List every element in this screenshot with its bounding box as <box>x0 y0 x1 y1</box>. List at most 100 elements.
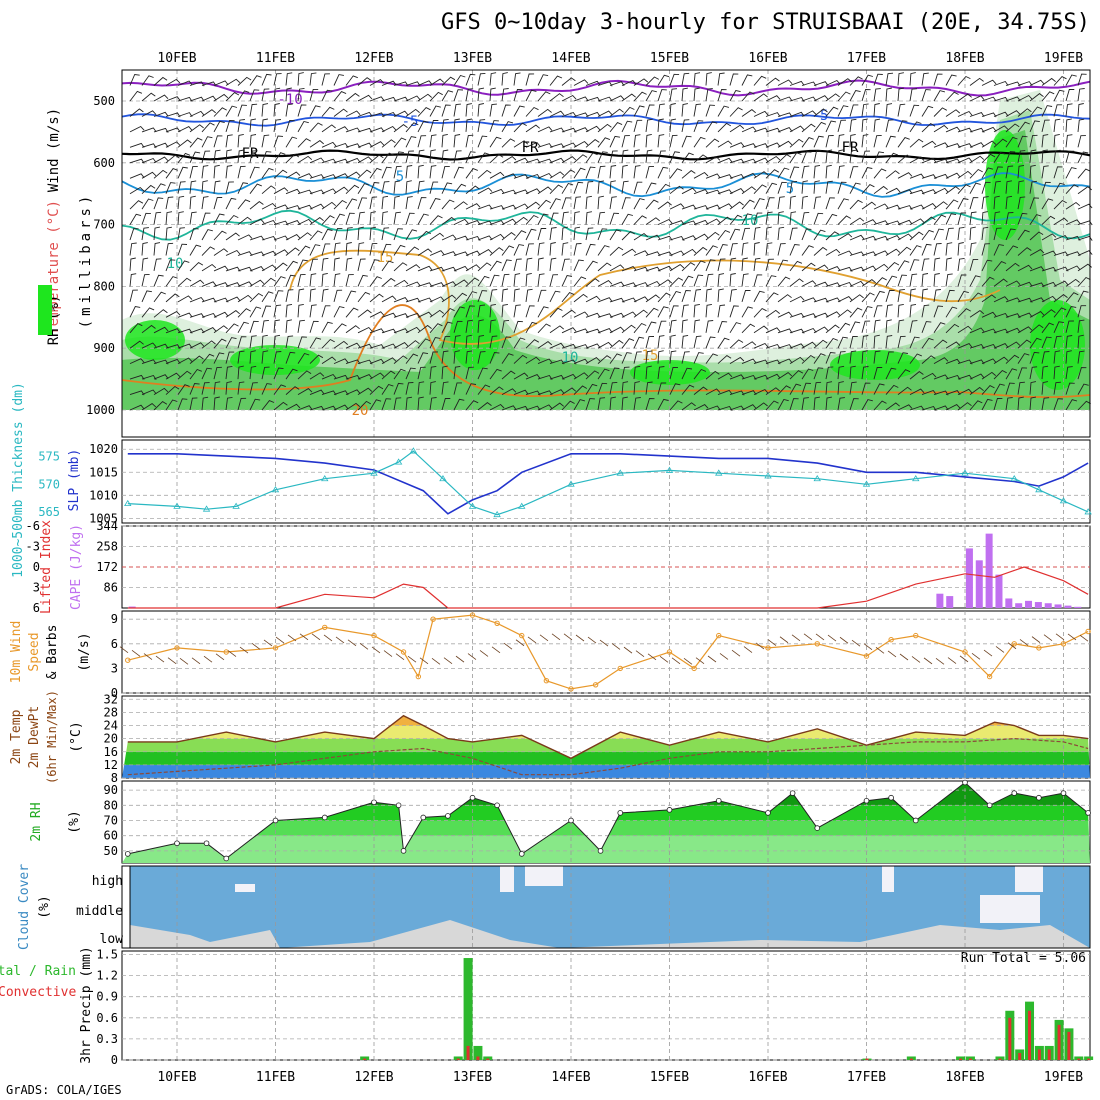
wind-barb <box>825 248 841 256</box>
wind-barb <box>249 75 262 86</box>
precip-total-bar <box>956 1056 966 1060</box>
wind-barb <box>813 367 824 380</box>
wind-barb <box>153 197 164 210</box>
wind-speed-marker <box>617 665 623 672</box>
precip-total-bar <box>473 1045 483 1060</box>
wind-barb <box>141 110 157 117</box>
date-label-top: 13FEB <box>453 51 492 66</box>
wind-barb <box>873 290 885 303</box>
wind-barb <box>825 366 834 380</box>
wind-barb <box>489 260 502 272</box>
wind-barb <box>969 112 985 118</box>
wind-barb <box>165 78 181 86</box>
wind-barb <box>609 108 624 117</box>
wind-barb <box>513 320 523 333</box>
wind-barb <box>933 173 949 179</box>
wind-barb <box>285 220 301 226</box>
wind-barb <box>981 398 993 411</box>
wind-barb <box>921 72 929 86</box>
surface-wind-barb <box>323 634 333 642</box>
wind-barb <box>297 72 304 86</box>
wind-barb <box>873 400 887 411</box>
cloud-low-area <box>130 920 1090 948</box>
wind-barb <box>981 167 994 179</box>
wind-barb <box>249 279 265 287</box>
wind-barb <box>309 203 325 210</box>
wind-barb <box>309 372 325 380</box>
wind-barb <box>1041 134 1049 148</box>
wind-barb <box>237 165 246 179</box>
wind-barb <box>261 400 275 411</box>
surface-wind-barb <box>347 639 357 647</box>
wind-barb <box>1065 118 1072 132</box>
wind-barb <box>921 355 936 364</box>
wind-barb <box>225 296 241 303</box>
wind-barb <box>657 235 673 241</box>
wind-barb <box>873 383 885 395</box>
wind-barb <box>837 119 847 133</box>
wind-barb <box>825 297 841 303</box>
lifted-index-line <box>127 566 1089 609</box>
wind-barb <box>897 352 908 364</box>
surface-wind-barb <box>899 653 909 661</box>
wind-barb <box>489 386 504 395</box>
wind-barb <box>201 396 209 411</box>
wind-barb <box>1077 334 1084 349</box>
wind-barb <box>453 292 468 303</box>
contour-15 <box>289 249 1001 345</box>
wind-barb <box>585 295 601 303</box>
surface-wind-barb <box>515 639 525 647</box>
wind-barb <box>933 289 941 302</box>
precip-convective-bar <box>998 1058 1002 1060</box>
wind-barb <box>561 343 577 349</box>
wind-barb <box>789 166 800 179</box>
wind-barb <box>981 259 993 272</box>
wind-barb <box>873 250 889 256</box>
wind-barb <box>741 242 749 256</box>
wind-barb <box>513 72 521 86</box>
wind-barb <box>1017 81 1033 86</box>
wind-barb <box>669 168 683 179</box>
surface-wind-barb <box>563 633 573 641</box>
wind-barb <box>381 357 397 364</box>
wind-barb <box>393 244 406 256</box>
wind-barb <box>201 263 217 272</box>
wind-barb <box>921 105 934 117</box>
wind-barb <box>753 226 761 241</box>
wind-barb <box>213 120 225 133</box>
wind-barb <box>849 217 865 225</box>
thickness-marker <box>439 474 447 482</box>
wind-barb <box>429 296 445 303</box>
contour-label: 5 <box>786 181 794 197</box>
wind-barb <box>957 197 969 210</box>
wind-barb <box>189 368 202 380</box>
wind-barb <box>561 327 577 334</box>
wind-barb <box>189 244 202 256</box>
wind-barb <box>381 125 397 133</box>
wind-barb <box>597 355 612 364</box>
wind-barb <box>537 199 551 210</box>
wind-barb <box>405 353 419 364</box>
wind-speed-marker <box>125 657 131 663</box>
wind-barb <box>153 111 169 117</box>
wind-barb <box>177 260 190 272</box>
wind-barb <box>141 92 156 102</box>
wind-barb <box>801 110 817 117</box>
thickness-marker <box>321 474 329 482</box>
wind-barb <box>561 258 570 272</box>
surface-wind-barb <box>887 650 897 658</box>
surface-wind-barb <box>995 646 1005 653</box>
wind-barb <box>297 120 309 133</box>
wind-barb <box>789 125 805 133</box>
wind-barb <box>357 258 366 271</box>
wind-barb <box>885 335 893 349</box>
wind-barb <box>693 219 709 226</box>
wind-barb <box>309 258 318 272</box>
wind-barb <box>1005 262 1020 272</box>
wind-barb <box>873 305 883 318</box>
contour-label: 15 <box>377 250 394 266</box>
wind-barb <box>309 337 322 349</box>
wind-barb <box>993 398 1003 411</box>
wind-barb <box>297 388 313 395</box>
wind-barb <box>1005 354 1020 364</box>
